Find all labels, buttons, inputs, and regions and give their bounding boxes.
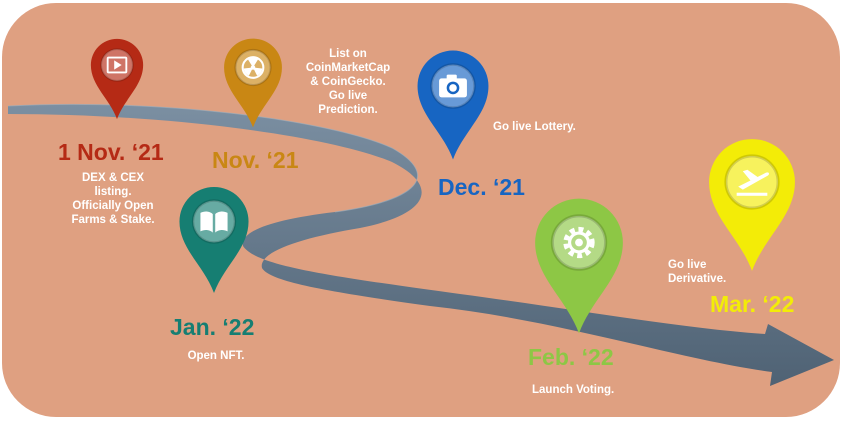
milestone-date-dec-21: Dec. ‘21 xyxy=(438,174,525,200)
map-pin-nov-21 xyxy=(224,38,282,128)
desc-line: Officially Open xyxy=(72,200,154,212)
milestone-desc-mar-22: Go live Derivative. xyxy=(668,258,740,286)
road-body xyxy=(8,104,834,386)
desc-line: Launch Voting. xyxy=(532,384,615,396)
milestone-desc-jan-22: Open NFT. xyxy=(170,349,262,363)
desc-line: Go live xyxy=(668,259,707,271)
desc-line: listing. xyxy=(94,186,132,198)
milestone-desc-feb-22: Launch Voting. xyxy=(532,383,642,397)
map-pin-dec-21 xyxy=(417,50,489,160)
pin-body xyxy=(709,139,795,271)
pin-body xyxy=(417,50,489,160)
milestone-date-nov-21: Nov. ‘21 xyxy=(212,147,299,173)
desc-line: Go live xyxy=(328,90,368,102)
desc-line: CoinMarketCap xyxy=(305,62,391,74)
milestone-date-mar-22: Mar. ‘22 xyxy=(710,291,795,317)
pin-body xyxy=(224,38,282,128)
milestone-date-feb-22: Feb. ‘22 xyxy=(528,344,614,370)
desc-line: Prediction. xyxy=(318,104,378,116)
pin-body xyxy=(90,38,144,120)
radiation-icon xyxy=(241,56,265,79)
gear-icon xyxy=(563,226,595,259)
desc-line: List on xyxy=(329,48,367,60)
map-pin-feb-22 xyxy=(535,198,623,334)
milestone-date-1-nov-21: 1 Nov. ‘21 xyxy=(58,139,164,165)
desc-line: DEX & CEX xyxy=(82,172,144,184)
video-icon xyxy=(106,56,128,74)
desc-line: Open NFT. xyxy=(187,350,245,362)
book-icon xyxy=(200,211,228,233)
desc-line: & CoinGecko. xyxy=(310,76,386,88)
map-pin-jan-22 xyxy=(179,186,249,294)
milestone-desc-dec-21: Go live Lottery. xyxy=(493,120,593,134)
map-pin-mar-22 xyxy=(709,139,795,271)
road-highlight xyxy=(7,103,419,213)
milestone-date-jan-22: Jan. ‘22 xyxy=(170,314,255,340)
pin-body xyxy=(179,186,249,294)
airplane-icon xyxy=(736,169,770,196)
milestone-desc-1-nov-21: DEX & CEX listing. Officially Open Farms… xyxy=(58,171,168,227)
map-pin-1-nov-21 xyxy=(90,38,144,120)
camera-icon xyxy=(439,74,467,98)
desc-line: Go live Lottery. xyxy=(493,121,576,133)
desc-line: Derivative. xyxy=(668,273,727,285)
milestone-desc-nov-21: List on CoinMarketCap & CoinGecko. Go li… xyxy=(295,47,401,117)
pin-body xyxy=(535,198,623,334)
desc-line: Farms & Stake. xyxy=(71,214,155,226)
